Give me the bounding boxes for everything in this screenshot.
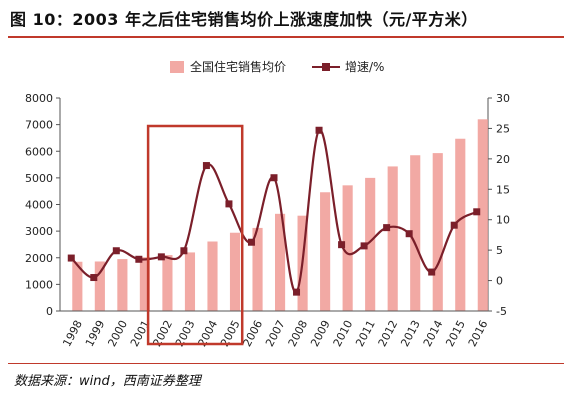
bar-2007: [275, 213, 286, 311]
y-tick-label-left: 7000: [25, 119, 53, 132]
bar-2005: [229, 232, 241, 311]
growth-marker-2004: [202, 162, 210, 170]
bar-2012: [387, 166, 398, 311]
bar-2006: [252, 227, 263, 311]
growth-marker-2008: [293, 288, 301, 296]
title-divider: [8, 36, 564, 38]
growth-marker-2007: [270, 174, 278, 182]
bar-2014: [432, 153, 443, 311]
growth-marker-2005: [225, 200, 233, 208]
x-tick-label: 1999: [83, 318, 108, 349]
growth-marker-2015: [450, 221, 458, 229]
bar-2009: [320, 192, 331, 311]
bar-2003: [184, 252, 196, 311]
growth-marker-1999: [90, 274, 98, 282]
y-tick-label-right: 15: [496, 183, 510, 196]
growth-marker-1998: [67, 254, 75, 262]
bar-2015: [455, 138, 466, 311]
y-tick-label-left: 4000: [25, 199, 53, 212]
y-tick-label-right: 25: [496, 122, 510, 135]
bar-2001: [139, 257, 150, 311]
growth-marker-2016: [473, 208, 481, 216]
bar-2002: [162, 255, 173, 311]
y-tick-label-left: 2000: [25, 252, 53, 265]
bar-1999: [94, 261, 105, 311]
y-tick-label-left: 5000: [25, 172, 53, 185]
growth-line: [70, 129, 478, 294]
x-tick-label: 2010: [331, 318, 356, 349]
bar-2013: [410, 155, 421, 311]
bar-2016: [477, 119, 488, 311]
legend-label-line: 增速/%: [345, 60, 384, 74]
growth-marker-2001: [135, 255, 143, 263]
y-tick-label-left: 8000: [25, 92, 53, 105]
growth-marker-2006: [247, 238, 255, 246]
growth-marker-2014: [428, 268, 436, 276]
bar-2004: [207, 241, 218, 311]
bar-2010: [342, 185, 353, 311]
growth-marker-2012: [383, 224, 391, 232]
y-tick-label-left: 3000: [25, 225, 53, 238]
highlight-box: [146, 124, 244, 346]
x-tick-label: 2011: [353, 318, 378, 349]
growth-marker-2010: [338, 241, 346, 249]
source-note: 数据来源：wind，西南证券整理: [14, 374, 201, 389]
y-tick-label-left: 6000: [25, 145, 53, 158]
growth-marker-2002: [157, 253, 165, 261]
growth-marker-2000: [112, 247, 120, 255]
legend-swatch-marker: [322, 63, 330, 71]
x-tick-label: 2014: [421, 318, 446, 349]
growth-marker-2013: [405, 230, 413, 238]
x-tick-label: 2006: [241, 318, 266, 349]
growth-marker-2003: [180, 247, 188, 255]
bar-2000: [117, 259, 128, 311]
y-tick-label-right: 10: [496, 214, 510, 227]
legend-swatch-bar: [170, 61, 184, 73]
x-tick-label: 2015: [443, 318, 468, 349]
x-tick-label: 2009: [308, 318, 333, 349]
x-tick-label: 2012: [376, 318, 401, 349]
source-divider: [8, 363, 564, 364]
x-tick-label: 2008: [286, 318, 311, 349]
x-tick-label: 1998: [60, 318, 85, 349]
growth-marker-2009: [315, 126, 323, 134]
growth-marker-2011: [360, 242, 368, 250]
bar-1998: [72, 261, 83, 311]
x-tick-label: 2016: [466, 318, 491, 349]
y-tick-label-right: -5: [496, 305, 507, 318]
x-tick-label: 2013: [398, 318, 423, 349]
y-tick-label-right: 30: [496, 92, 510, 105]
bar-2011: [365, 177, 376, 311]
figure-title: 图 10：2003 年之后住宅销售均价上涨速度加快（元/平方米）: [10, 10, 478, 29]
y-tick-label-right: 20: [496, 153, 510, 166]
x-tick-label: 2007: [263, 318, 288, 349]
x-tick-label: 2000: [105, 318, 130, 349]
y-tick-label-right: 0: [496, 275, 503, 288]
y-tick-label-left: 1000: [25, 278, 53, 291]
y-tick-label-right: 5: [496, 244, 503, 257]
y-tick-label-left: 0: [46, 305, 53, 318]
legend-label-bar: 全国住宅销售均价: [190, 59, 286, 74]
